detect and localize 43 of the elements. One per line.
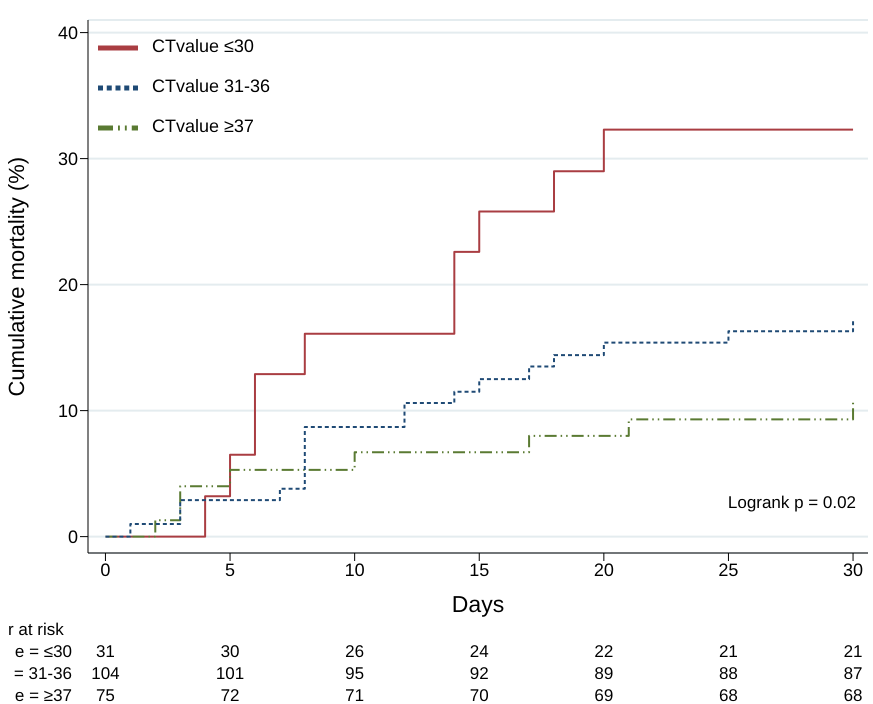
text: 30 — [220, 642, 240, 662]
x-tick-label: 15 — [469, 560, 490, 580]
text: 75 — [96, 686, 115, 704]
y-tick-label: 20 — [58, 275, 78, 295]
text: = 31-36 — [14, 664, 72, 684]
text: 70 — [470, 686, 489, 704]
text: 31 — [96, 642, 115, 662]
text: 89 — [594, 664, 614, 684]
text: 24 — [470, 642, 489, 662]
legend-label: CTvalue ≥37 — [152, 116, 254, 136]
legend-label: CTvalue 31-36 — [152, 76, 270, 96]
text: r at risk — [8, 620, 64, 640]
text: 101 — [216, 664, 244, 684]
text: 72 — [220, 686, 240, 704]
text: 68 — [844, 686, 863, 704]
x-tick-label: 10 — [344, 560, 365, 580]
annotation: Logrank p = 0.02 — [728, 492, 856, 513]
y-tick-label: 40 — [58, 22, 78, 43]
x-tick-label: 20 — [594, 560, 614, 580]
y-tick-label: 30 — [58, 148, 78, 169]
text: 69 — [594, 686, 614, 704]
text: 88 — [718, 664, 738, 684]
text: 22 — [594, 642, 614, 662]
text: e = ≥37 — [14, 686, 72, 704]
text: 71 — [345, 686, 364, 704]
x-tick-label: 30 — [843, 560, 864, 580]
x-tick-label: 5 — [225, 560, 236, 580]
x-axis-title: Days — [452, 591, 504, 617]
legend-label: CTvalue ≤30 — [152, 36, 254, 56]
text: 104 — [91, 664, 120, 684]
text: 21 — [844, 642, 863, 662]
text: 92 — [470, 664, 489, 684]
y-tick-label: 10 — [58, 401, 78, 422]
text: 87 — [844, 664, 863, 684]
x-tick-label: 0 — [100, 560, 110, 580]
text: 95 — [345, 664, 364, 684]
text: 68 — [718, 686, 738, 704]
text: e = ≤30 — [14, 642, 72, 662]
x-tick-label: 25 — [718, 560, 738, 580]
text: 21 — [718, 642, 738, 662]
text: 26 — [345, 642, 364, 662]
y-axis-title: Cumulative mortality (%) — [4, 156, 29, 396]
y-tick-label: 0 — [68, 527, 78, 548]
